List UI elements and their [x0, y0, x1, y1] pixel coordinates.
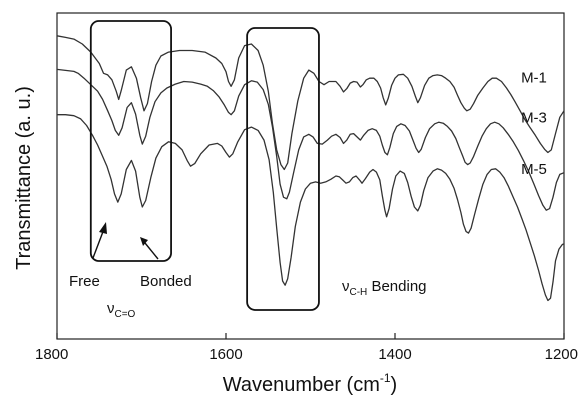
series-line-m-1: [57, 36, 564, 170]
series-label-m-1: M-1: [521, 70, 547, 87]
x-tick-label: 1400: [378, 346, 411, 363]
nu-symbol: ν: [107, 300, 115, 317]
x-axis-title-main: Wavenumber (cm: [223, 374, 380, 396]
series-line-m-3: [57, 69, 564, 210]
series-label-m-3: M-3: [521, 109, 547, 126]
annotation-free: Free: [69, 273, 100, 290]
co-subscript: C=O: [115, 309, 136, 320]
arrow-bonded: [140, 237, 158, 259]
x-axis-title-close: ): [391, 374, 398, 396]
x-axis: 1800 1600 1400 1200: [35, 333, 578, 363]
series-label-m-5: M-5: [521, 161, 547, 178]
annotation-bonded: Bonded: [140, 273, 192, 290]
arrow-free: [93, 222, 107, 258]
plot-area-border: [57, 13, 564, 339]
plot-frame: [57, 13, 564, 339]
x-axis-title-sup: -1: [380, 371, 391, 385]
series-labels: M-1 M-3 M-5: [521, 70, 547, 178]
x-tick-label: 1600: [209, 346, 242, 363]
ch-subscript: C-H: [350, 287, 368, 298]
highlight-box-1: [91, 21, 171, 261]
series-line-m-5: [57, 115, 564, 301]
annotation-ch-bending: νC-H Bending: [342, 278, 427, 298]
x-axis-title: Wavenumber (cm-1): [223, 371, 397, 396]
bending-label: Bending: [367, 278, 426, 295]
x-tick-label: 1800: [35, 346, 68, 363]
x-tick-label: 1200: [545, 346, 578, 363]
nu-symbol-2: ν: [342, 278, 350, 295]
y-axis-title: Transmittance (a. u.): [13, 86, 35, 270]
highlight-boxes: [91, 21, 319, 310]
annotation-nu-co: νC=O: [107, 300, 136, 320]
